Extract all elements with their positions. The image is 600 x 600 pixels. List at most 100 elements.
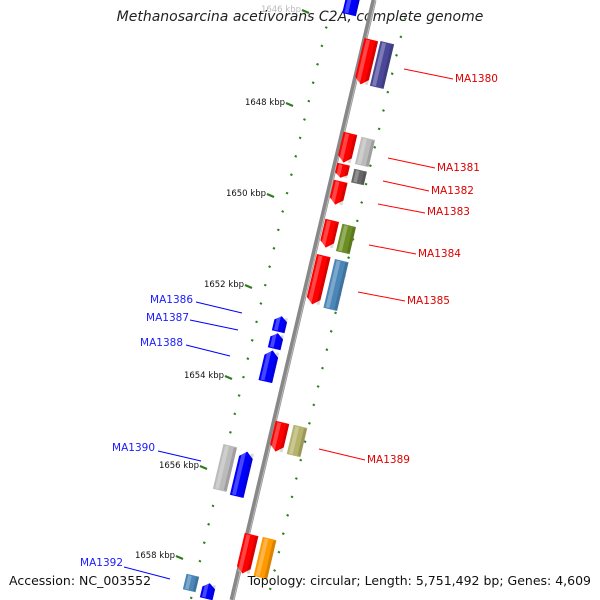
cog-gene-box-highlight (185, 575, 192, 590)
cog-gene-box (323, 259, 349, 311)
reverse-gene-arrow-shape (229, 451, 253, 498)
tick-mark (276, 228, 280, 232)
gene-label-leaders (123, 68, 454, 580)
forward-gene-arrow (306, 254, 331, 305)
tick-mark (246, 357, 250, 361)
reverse-gene-arrow-highlight (202, 583, 209, 598)
label-leader-line (123, 566, 171, 580)
label-leader-line (189, 319, 239, 331)
tick-mark (272, 246, 276, 250)
tick-mark (373, 145, 377, 149)
cog-gene-box (369, 41, 395, 89)
forward-gene-arrow (335, 162, 350, 179)
reverse-gene-arrow (258, 350, 280, 384)
reverse-gene-arrow-shape (271, 316, 288, 334)
accession-text: Accession: NC_003552 (9, 573, 152, 588)
gene-label-ma1386: MA1386 (150, 294, 193, 306)
reverse-gene-arrow-shade (209, 585, 216, 600)
reverse-gene-arrow (229, 451, 254, 498)
tick-mark (360, 201, 364, 204)
cog-gene-box-shade (192, 577, 199, 592)
gene-label-ma1384: MA1384 (418, 248, 461, 260)
tick-label: 1652 kbp (204, 280, 244, 290)
forward-gene-arrow-shade (329, 222, 339, 249)
major-tick-mark (266, 192, 275, 199)
cog-gene-box-shade (361, 171, 367, 185)
forward-gene-arrow-highlight (307, 255, 323, 304)
cog-gene-box-highlight (288, 426, 300, 455)
gene-features (182, 0, 395, 600)
major-tick-mark (285, 101, 294, 108)
tick-mark (386, 90, 390, 94)
major-tick-mark (244, 283, 253, 290)
forward-gene-arrow-shade (246, 536, 259, 575)
genome-backbone (229, 0, 377, 600)
label-leader-line (377, 203, 426, 214)
cog-gene-box-highlight (255, 538, 269, 577)
reverse-gene-arrow-highlight (344, 0, 354, 14)
tick-mark (268, 265, 272, 269)
tick-mark (207, 522, 211, 526)
cog-gene-box-shape (335, 223, 357, 255)
tick-mark (255, 320, 259, 324)
forward-gene-arrow-highlight (356, 39, 371, 84)
tick-mark (355, 219, 359, 223)
forward-gene-arrow (270, 420, 290, 453)
cog-gene-box-shade (264, 540, 277, 579)
tick-mark (390, 72, 394, 76)
cog-gene-box-shape (212, 444, 238, 492)
tick-mark (299, 458, 303, 462)
cog-gene-box (351, 168, 367, 186)
tick-mark (237, 394, 241, 397)
cog-gene-box-highlight (372, 42, 387, 87)
tick-mark (320, 44, 324, 48)
reverse-gene-arrow-shade (269, 352, 280, 383)
tick-mark (324, 26, 328, 29)
reverse-gene-arrow-shape (199, 583, 216, 600)
tick-mark (294, 154, 298, 158)
tick-mark (395, 53, 398, 57)
tick-mark (307, 99, 311, 103)
forward-gene-arrow-highlight (336, 164, 343, 177)
tick-mark (399, 35, 403, 39)
tick-label: 1658 kbp (135, 551, 175, 561)
tick-mark (329, 329, 333, 333)
tick-mark (294, 477, 298, 480)
gene-label-ma1388: MA1388 (140, 337, 183, 349)
tick-mark (233, 412, 237, 416)
reverse-gene-arrow (267, 333, 284, 351)
gene-label-ma1392: MA1392 (80, 557, 123, 569)
tick-mark (286, 513, 290, 517)
tick-mark (202, 541, 206, 545)
tick-mark (368, 164, 372, 168)
cog-gene-box-highlight (215, 445, 230, 490)
cog-gene-box (253, 536, 277, 580)
gene-label-ma1383: MA1383 (427, 206, 470, 218)
reverse-gene-arrow-shade (353, 0, 362, 16)
label-leader-line (368, 244, 417, 255)
forward-gene-arrow (355, 38, 379, 86)
tick-mark (298, 136, 302, 140)
tick-label: 1656 kbp (159, 461, 199, 471)
forward-gene-arrow-shape (335, 162, 350, 178)
genome-backbone-highlight (233, 0, 376, 600)
major-tick-mark (224, 374, 233, 381)
cog-gene-box-shade (346, 227, 356, 254)
tick-mark (321, 366, 324, 370)
tick-mark (303, 118, 306, 121)
major-tick-mark (175, 554, 184, 561)
forward-gene-arrow (338, 131, 358, 164)
cog-gene-box (354, 136, 376, 168)
tick-mark (285, 191, 289, 195)
forward-gene-arrow-shape (329, 179, 348, 205)
tick-mark (268, 587, 272, 591)
tick-mark (250, 338, 254, 342)
tick-mark (259, 302, 263, 305)
tick-mark (211, 504, 215, 508)
reverse-gene-arrow-shape (342, 0, 361, 17)
reverse-gene-arrow (342, 0, 362, 17)
major-tick-mark (199, 464, 208, 471)
forward-gene-arrow-shade (316, 257, 331, 305)
forward-gene-arrow-highlight (330, 181, 340, 204)
